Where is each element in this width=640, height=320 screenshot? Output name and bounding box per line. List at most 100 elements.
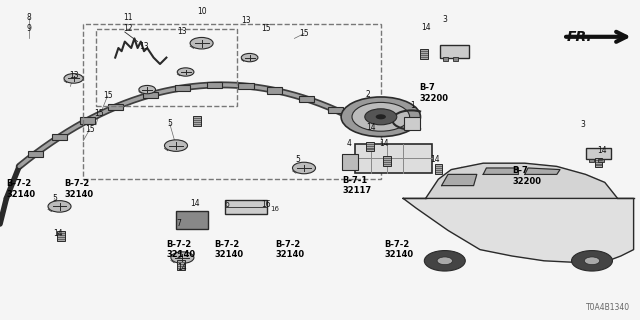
- Text: 14: 14: [596, 146, 607, 155]
- Circle shape: [584, 257, 600, 265]
- Text: 15: 15: [260, 24, 271, 33]
- Circle shape: [64, 74, 83, 83]
- Bar: [328, 107, 343, 113]
- Text: B-7-2
32140: B-7-2 32140: [214, 240, 244, 260]
- Text: 12: 12: [124, 24, 132, 33]
- Polygon shape: [426, 163, 618, 198]
- Circle shape: [241, 53, 258, 62]
- Circle shape: [139, 85, 156, 94]
- Bar: [175, 85, 190, 91]
- Text: 14: 14: [379, 140, 389, 148]
- Circle shape: [365, 109, 397, 125]
- Bar: [207, 82, 222, 88]
- Polygon shape: [442, 174, 477, 186]
- Polygon shape: [525, 168, 560, 174]
- Text: 15: 15: [84, 125, 95, 134]
- Bar: [299, 96, 314, 102]
- Text: 16: 16: [260, 200, 271, 209]
- Bar: [52, 133, 67, 140]
- Text: 4: 4: [346, 140, 351, 148]
- Polygon shape: [483, 168, 518, 174]
- Bar: [440, 45, 468, 58]
- Text: 8: 8: [26, 13, 31, 22]
- Circle shape: [190, 37, 213, 49]
- Bar: [80, 117, 95, 124]
- Bar: [383, 156, 391, 166]
- Bar: [589, 158, 594, 162]
- Text: 14: 14: [177, 263, 188, 272]
- Text: 13: 13: [139, 42, 149, 51]
- Text: B-7-2
32140: B-7-2 32140: [6, 179, 36, 199]
- Text: 14: 14: [366, 124, 376, 132]
- Text: 13: 13: [177, 28, 188, 36]
- Text: 14: 14: [420, 23, 431, 32]
- Text: 10: 10: [196, 7, 207, 16]
- Bar: [595, 158, 602, 167]
- Bar: [28, 150, 43, 157]
- Bar: [342, 154, 358, 170]
- Circle shape: [177, 68, 194, 76]
- Bar: [355, 144, 432, 173]
- Text: T0A4B1340: T0A4B1340: [586, 303, 630, 312]
- Bar: [443, 57, 448, 61]
- Text: 14: 14: [190, 199, 200, 208]
- Circle shape: [164, 140, 188, 151]
- Text: 14: 14: [52, 229, 63, 238]
- Circle shape: [48, 201, 71, 212]
- Text: 5: 5: [177, 252, 182, 260]
- Text: 11: 11: [124, 13, 132, 22]
- Circle shape: [341, 97, 420, 137]
- Bar: [143, 92, 159, 98]
- Bar: [453, 57, 458, 61]
- Bar: [176, 211, 208, 229]
- Text: FR.: FR.: [566, 30, 592, 44]
- Text: 7: 7: [177, 220, 182, 228]
- Text: 13: 13: [241, 16, 252, 25]
- Bar: [239, 83, 254, 89]
- Text: 5: 5: [295, 156, 300, 164]
- Bar: [598, 158, 604, 162]
- Text: B-7-2
32140: B-7-2 32140: [166, 240, 196, 260]
- Text: 15: 15: [299, 29, 309, 38]
- Text: B-7
32200: B-7 32200: [419, 83, 448, 103]
- Text: 16: 16: [270, 206, 279, 212]
- Bar: [108, 104, 124, 110]
- Circle shape: [171, 252, 194, 263]
- Text: B-7-2
32140: B-7-2 32140: [64, 179, 93, 199]
- Bar: [404, 117, 420, 130]
- Bar: [96, 29, 237, 106]
- Text: 15: 15: [94, 109, 104, 118]
- Text: 6: 6: [225, 200, 230, 209]
- Text: B-7-2
32140: B-7-2 32140: [275, 240, 305, 260]
- Text: 15: 15: [102, 92, 113, 100]
- Text: 5: 5: [52, 194, 57, 203]
- Circle shape: [572, 251, 612, 271]
- Circle shape: [376, 114, 386, 119]
- Bar: [420, 49, 428, 59]
- Text: B-7-1
32117: B-7-1 32117: [342, 176, 372, 196]
- Bar: [267, 87, 282, 93]
- Text: 1: 1: [410, 101, 415, 110]
- Bar: [193, 116, 201, 126]
- Circle shape: [352, 102, 410, 131]
- Bar: [366, 142, 374, 151]
- Text: B-7
32200: B-7 32200: [512, 166, 541, 186]
- Text: 9: 9: [26, 24, 31, 33]
- Text: 2: 2: [365, 90, 371, 99]
- Text: 3: 3: [580, 120, 585, 129]
- Circle shape: [292, 162, 316, 174]
- Circle shape: [424, 251, 465, 271]
- Bar: [177, 260, 185, 270]
- Circle shape: [437, 257, 452, 265]
- Bar: [57, 231, 65, 241]
- Bar: [435, 164, 442, 174]
- Bar: [225, 200, 267, 214]
- Text: 14: 14: [430, 156, 440, 164]
- Text: 5: 5: [167, 119, 172, 128]
- Text: 13: 13: [68, 71, 79, 80]
- Polygon shape: [403, 198, 634, 262]
- Text: 3: 3: [442, 15, 447, 24]
- Bar: [586, 148, 611, 159]
- Text: B-7-2
32140: B-7-2 32140: [384, 240, 413, 260]
- Bar: [83, 24, 381, 179]
